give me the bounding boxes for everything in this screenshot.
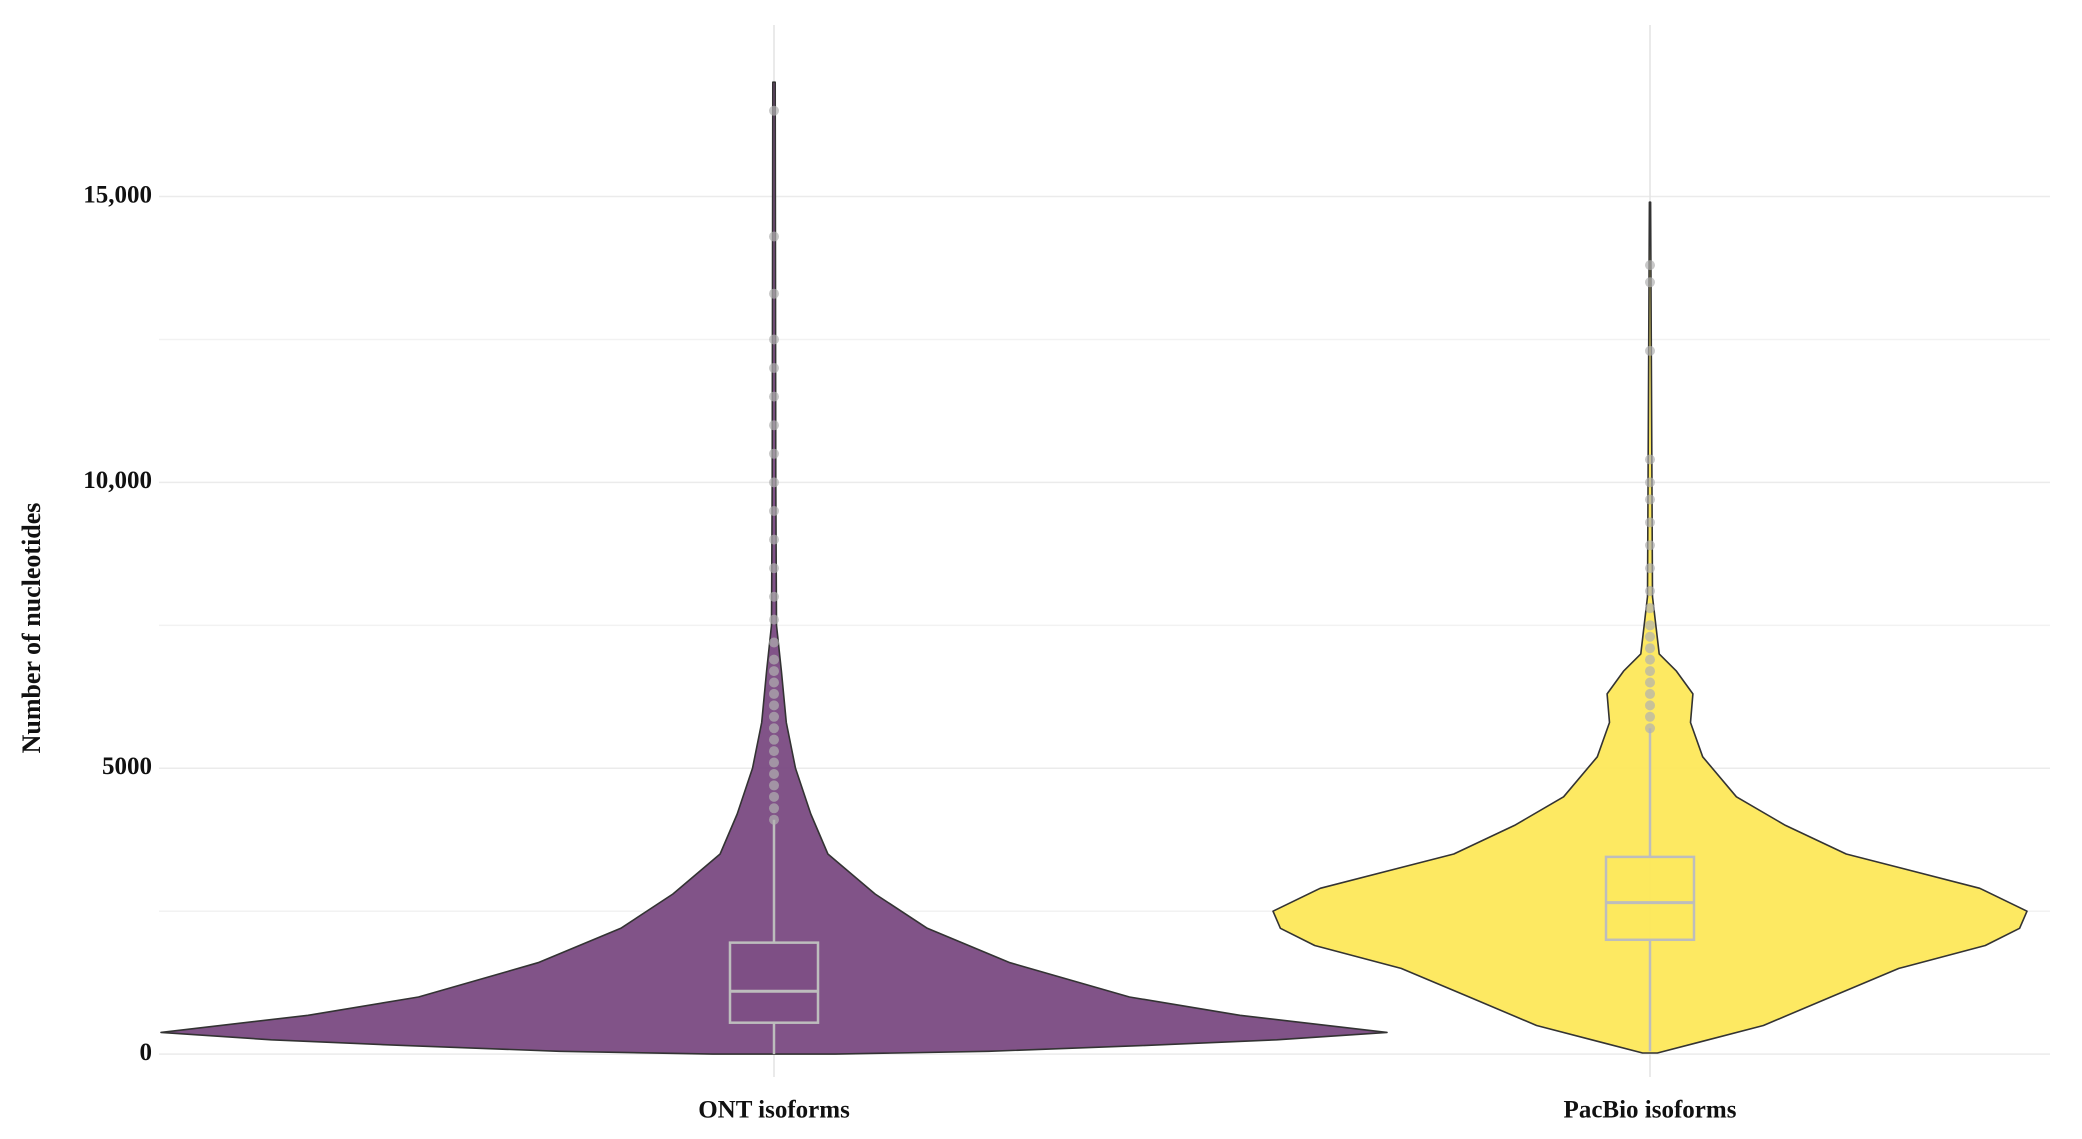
violin-group	[1272, 201, 2028, 1054]
outlier	[769, 231, 779, 242]
outlier	[1645, 620, 1655, 631]
outlier	[1645, 454, 1655, 465]
outlier	[1645, 711, 1655, 722]
outlier	[769, 780, 779, 791]
outlier	[769, 334, 779, 345]
outlier	[769, 688, 779, 699]
outlier	[1645, 586, 1655, 597]
outlier	[769, 448, 779, 459]
outlier	[769, 768, 779, 779]
outlier	[769, 363, 779, 374]
outlier	[1645, 666, 1655, 677]
box	[728, 941, 820, 1024]
outlier	[1645, 260, 1655, 271]
outlier	[1645, 477, 1655, 488]
outlier	[769, 700, 779, 711]
outlier	[1645, 563, 1655, 574]
x-tick-label: PacBio isoforms	[1564, 1097, 1737, 1124]
y-axis-title: Number of nucleotides	[17, 503, 46, 754]
outlier	[769, 757, 779, 768]
outlier	[1645, 688, 1655, 699]
outlier	[1645, 677, 1655, 688]
outlier	[769, 654, 779, 665]
outlier	[1645, 631, 1655, 642]
outlier	[769, 614, 779, 625]
outlier	[1645, 643, 1655, 654]
outlier	[769, 723, 779, 734]
outlier	[769, 591, 779, 602]
outlier	[769, 391, 779, 402]
y-tick-label: 10,000	[83, 467, 152, 494]
outlier	[769, 666, 779, 677]
y-tick-label: 15,000	[83, 181, 152, 208]
outlier	[769, 677, 779, 688]
outlier	[1645, 603, 1655, 614]
outlier	[1645, 654, 1655, 665]
outlier	[769, 288, 779, 299]
outlier	[769, 505, 779, 516]
outlier	[1645, 345, 1655, 356]
outlier	[1645, 517, 1655, 528]
outlier	[769, 534, 779, 545]
outlier	[769, 734, 779, 745]
outlier	[1645, 540, 1655, 551]
outlier	[1645, 723, 1655, 734]
outlier	[769, 563, 779, 574]
outlier	[769, 477, 779, 488]
x-tick-label: ONT isoforms	[698, 1097, 850, 1124]
outlier	[1645, 494, 1655, 505]
outlier	[1645, 700, 1655, 711]
outlier	[769, 746, 779, 757]
outlier	[1645, 277, 1655, 288]
outlier	[769, 637, 779, 648]
violin-group	[160, 81, 1388, 1055]
outlier	[769, 814, 779, 825]
box	[1604, 855, 1696, 942]
y-tick-label: 5000	[102, 753, 152, 780]
outlier	[769, 105, 779, 116]
y-tick-label: 0	[140, 1039, 153, 1066]
outlier	[769, 420, 779, 431]
outlier	[769, 791, 779, 802]
outlier	[769, 711, 779, 722]
outlier	[769, 803, 779, 814]
